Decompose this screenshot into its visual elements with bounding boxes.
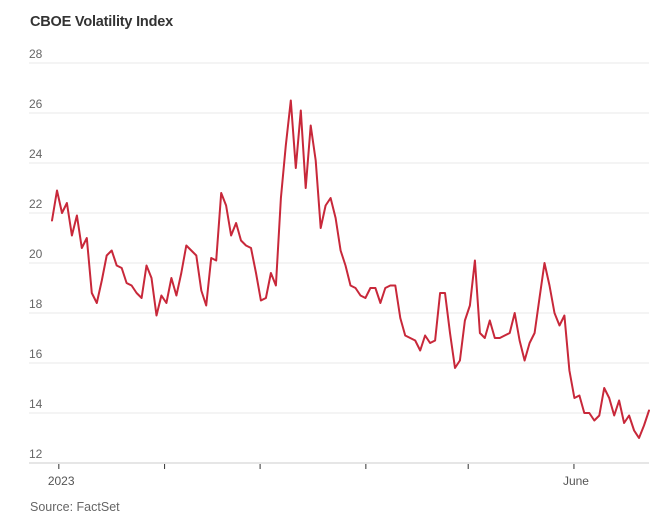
chart-title: CBOE Volatility Index	[30, 14, 173, 30]
series-line	[51, 99, 650, 439]
series-layer	[51, 99, 650, 439]
y-tick-label: 26	[29, 97, 43, 111]
x-tick-label: June	[563, 474, 589, 488]
gridlines	[29, 62, 649, 464]
y-axis-labels: 28 26 24 22 20 18 16 14 12	[29, 47, 43, 461]
source-note: Source: FactSet	[30, 500, 120, 514]
x-tick-label: 2023	[48, 474, 75, 488]
y-tick-label: 22	[29, 197, 43, 211]
x-axis: 2023 June	[48, 464, 589, 488]
y-tick-label: 16	[29, 347, 43, 361]
y-tick-label: 14	[29, 397, 43, 411]
y-tick-label: 18	[29, 297, 43, 311]
y-tick-label: 12	[29, 447, 43, 461]
y-tick-label: 28	[29, 47, 43, 61]
y-tick-label: 20	[29, 247, 43, 261]
y-tick-label: 24	[29, 147, 43, 161]
